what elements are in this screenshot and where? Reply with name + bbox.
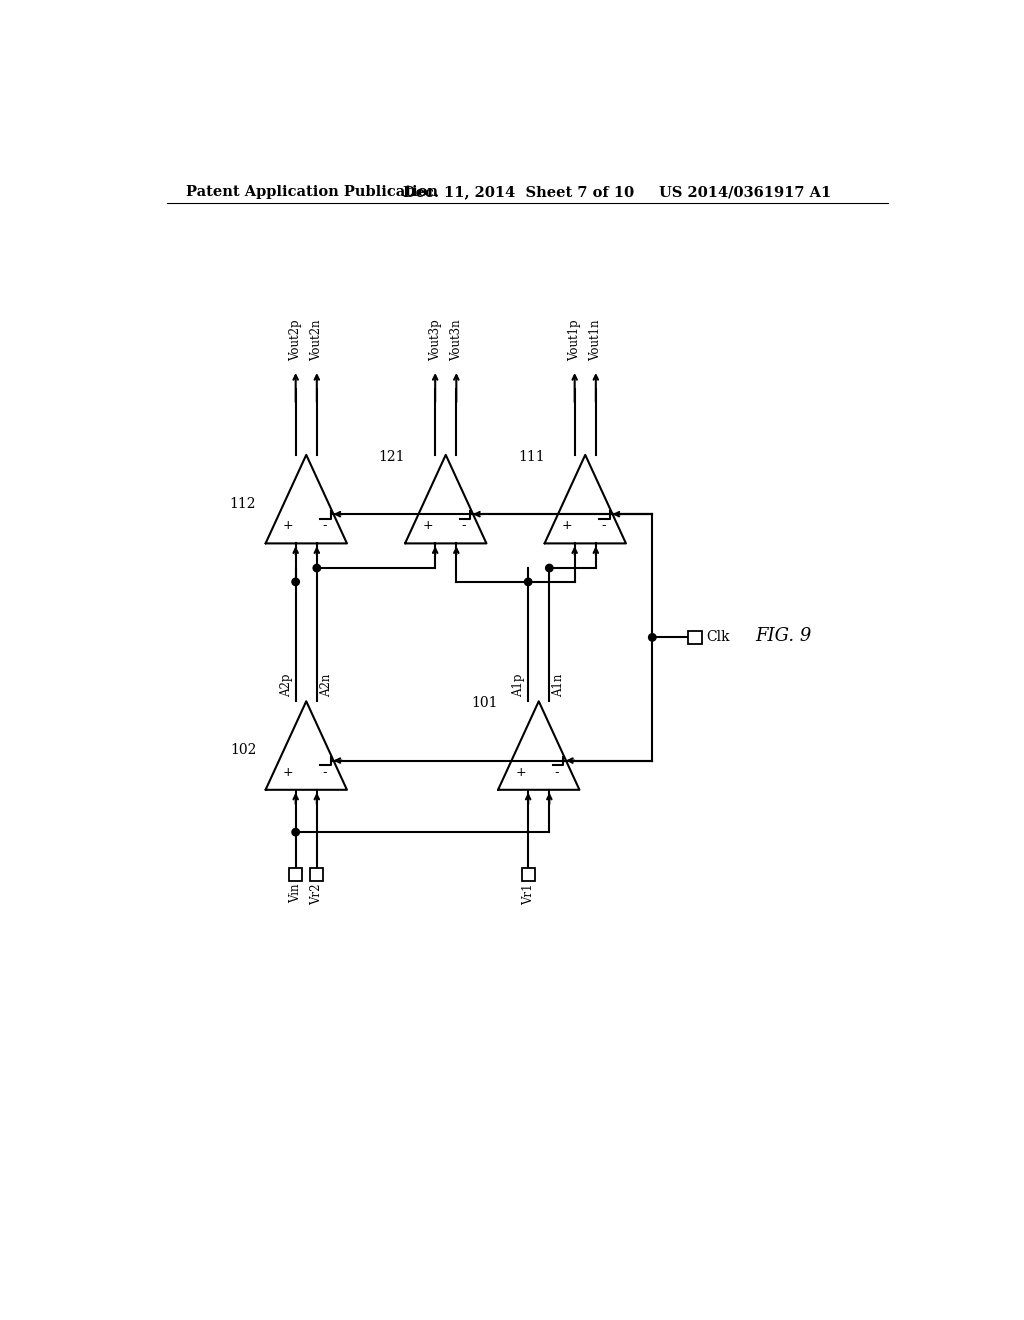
Text: A1p: A1p bbox=[512, 675, 525, 697]
Text: Vout3n: Vout3n bbox=[450, 319, 463, 360]
Text: FIG. 9: FIG. 9 bbox=[756, 627, 812, 644]
Text: +: + bbox=[283, 519, 294, 532]
Text: Clk: Clk bbox=[706, 631, 729, 644]
Text: 112: 112 bbox=[229, 496, 256, 511]
Text: -: - bbox=[462, 519, 466, 532]
Text: Dec. 11, 2014  Sheet 7 of 10: Dec. 11, 2014 Sheet 7 of 10 bbox=[403, 185, 634, 199]
Circle shape bbox=[292, 829, 299, 836]
Bar bbox=[688, 631, 701, 644]
Circle shape bbox=[546, 565, 553, 572]
Text: Vout2n: Vout2n bbox=[310, 319, 324, 360]
Text: A1n: A1n bbox=[552, 675, 565, 697]
Text: A2n: A2n bbox=[319, 675, 333, 697]
Text: +: + bbox=[515, 766, 526, 779]
Text: +: + bbox=[562, 519, 572, 532]
Text: -: - bbox=[554, 766, 559, 779]
Text: A2p: A2p bbox=[280, 675, 293, 697]
Text: Vr1: Vr1 bbox=[521, 884, 535, 906]
Text: Vr2: Vr2 bbox=[310, 884, 324, 906]
Bar bbox=[289, 869, 302, 880]
Text: US 2014/0361917 A1: US 2014/0361917 A1 bbox=[658, 185, 831, 199]
Text: 111: 111 bbox=[518, 450, 545, 463]
Text: Vout3p: Vout3p bbox=[429, 319, 441, 360]
Text: 102: 102 bbox=[229, 743, 256, 756]
Text: +: + bbox=[283, 766, 294, 779]
Circle shape bbox=[524, 578, 531, 586]
Text: Vout1n: Vout1n bbox=[590, 319, 602, 360]
Text: Vout2p: Vout2p bbox=[289, 319, 302, 360]
Text: Vout1p: Vout1p bbox=[568, 319, 582, 360]
Text: -: - bbox=[601, 519, 605, 532]
Text: 101: 101 bbox=[472, 696, 498, 710]
Circle shape bbox=[648, 634, 656, 642]
Text: 121: 121 bbox=[379, 450, 406, 463]
Text: Patent Application Publication: Patent Application Publication bbox=[186, 185, 438, 199]
Circle shape bbox=[313, 565, 321, 572]
Text: Vin: Vin bbox=[289, 884, 302, 903]
Bar bbox=[521, 869, 535, 880]
Text: +: + bbox=[423, 519, 433, 532]
Circle shape bbox=[292, 578, 299, 586]
Text: -: - bbox=[322, 519, 327, 532]
Text: -: - bbox=[322, 766, 327, 779]
Bar bbox=[310, 869, 324, 880]
